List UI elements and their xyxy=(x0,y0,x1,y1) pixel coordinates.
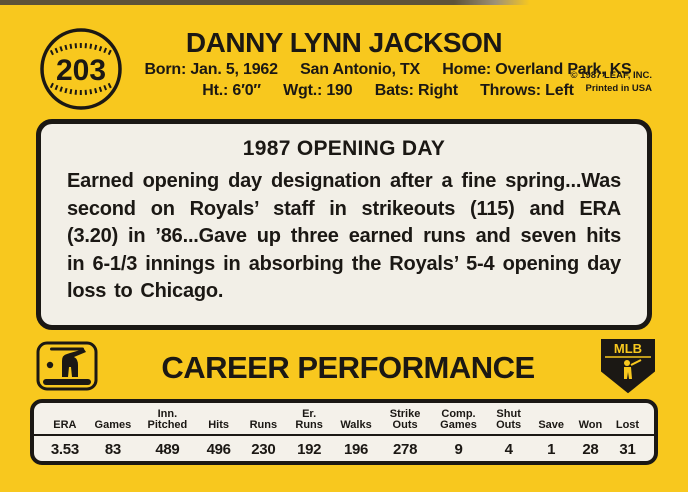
bio-line-1: Born: Jan. 5, 1962 San Antonio, TX Home:… xyxy=(130,59,646,80)
stats-header-row: ERA Games Inn. Pitched Hits Runs Er. Runs Walks S… xyxy=(42,406,646,432)
bio-height: Ht.: 6′0″ xyxy=(202,82,261,99)
scan-edge-artifact xyxy=(0,0,688,5)
shield-mlb-text: MLB xyxy=(614,341,642,356)
stat-column-header: Save xyxy=(538,419,565,432)
highlight-title: 1987 OPENING DAY xyxy=(242,137,446,160)
baseball-icon: 203 xyxy=(40,28,122,110)
bio-weight: Wgt.: 190 xyxy=(283,82,353,99)
stat-column-header: Er. Runs xyxy=(295,407,323,432)
bio-line-2: Ht.: 6′0″ Wgt.: 190 Bats: Right Throws: … xyxy=(130,80,646,101)
stat-value: 31 xyxy=(619,440,636,458)
mlbpa-shield-icon: MLB xyxy=(598,337,658,400)
copyright-line-2: Printed in USA xyxy=(585,83,652,94)
bio-throws: Throws: Left xyxy=(480,82,574,99)
stat-column-header: Walks xyxy=(340,419,372,432)
card-number-baseball-icon: 203 xyxy=(38,26,124,112)
stat-column-header: Runs xyxy=(249,419,278,432)
stat-value: 278 xyxy=(393,440,418,458)
player-name: DANNY LYNN JACKSON xyxy=(185,27,503,58)
stat-column-header: Won xyxy=(578,419,603,432)
copyright-line-1: © 1987 LEAF, INC. xyxy=(570,70,652,81)
highlight-body-text: Earned opening day designation after a f… xyxy=(67,170,621,302)
stat-value: 1 xyxy=(547,440,556,458)
stat-value: 3.53 xyxy=(50,440,79,458)
stats-value-row: 3.53 83 489 496 230 192 196 278 9 4 1 28 31 xyxy=(42,437,646,461)
card-number: 203 xyxy=(56,54,106,87)
stat-value: 192 xyxy=(297,440,322,458)
stat-column-header: Shut Outs xyxy=(496,407,522,432)
stat-column-header: Games xyxy=(94,419,132,432)
bio-born: Born: Jan. 5, 1962 xyxy=(144,61,278,78)
mlb-logo xyxy=(36,341,98,396)
copyright-notice: © 1987 LEAF, INC. Printed in USA xyxy=(571,69,652,95)
stat-value: 4 xyxy=(504,440,513,458)
stat-value: 9 xyxy=(454,440,463,458)
career-performance-bar: CAREER PERFORMANCE MLB xyxy=(36,338,658,398)
career-stats-table: ERA Games Inn. Pitched Hits Runs Er. Runs Walks S… xyxy=(30,399,658,465)
stat-value: 489 xyxy=(155,440,180,458)
stat-column-header: Inn. Pitched xyxy=(147,407,188,432)
stat-value: 230 xyxy=(251,440,276,458)
stat-column-header: Lost xyxy=(615,419,640,432)
bio-birthplace: San Antonio, TX xyxy=(300,61,421,78)
stat-column-header: Hits xyxy=(208,419,230,432)
career-performance-heading: CAREER PERFORMANCE xyxy=(161,350,535,385)
stat-value: 28 xyxy=(582,440,599,458)
bio-home: Home: Overland Park, KS xyxy=(442,61,632,78)
highlight-panel: 1987 OPENING DAY Earned opening day desi… xyxy=(36,119,652,330)
stat-column-header: Strike Outs xyxy=(389,407,421,432)
stat-column-header: ERA xyxy=(53,419,77,432)
stat-value: 196 xyxy=(343,440,369,458)
stats-divider-line xyxy=(34,433,654,437)
bio-bats: Bats: Right xyxy=(374,82,458,99)
stat-value: 83 xyxy=(104,440,121,458)
stat-column-header: Comp. Games xyxy=(440,407,477,432)
player-bio: Born: Jan. 5, 1962 San Antonio, TX Home:… xyxy=(130,59,646,101)
stat-value: 496 xyxy=(206,440,231,458)
